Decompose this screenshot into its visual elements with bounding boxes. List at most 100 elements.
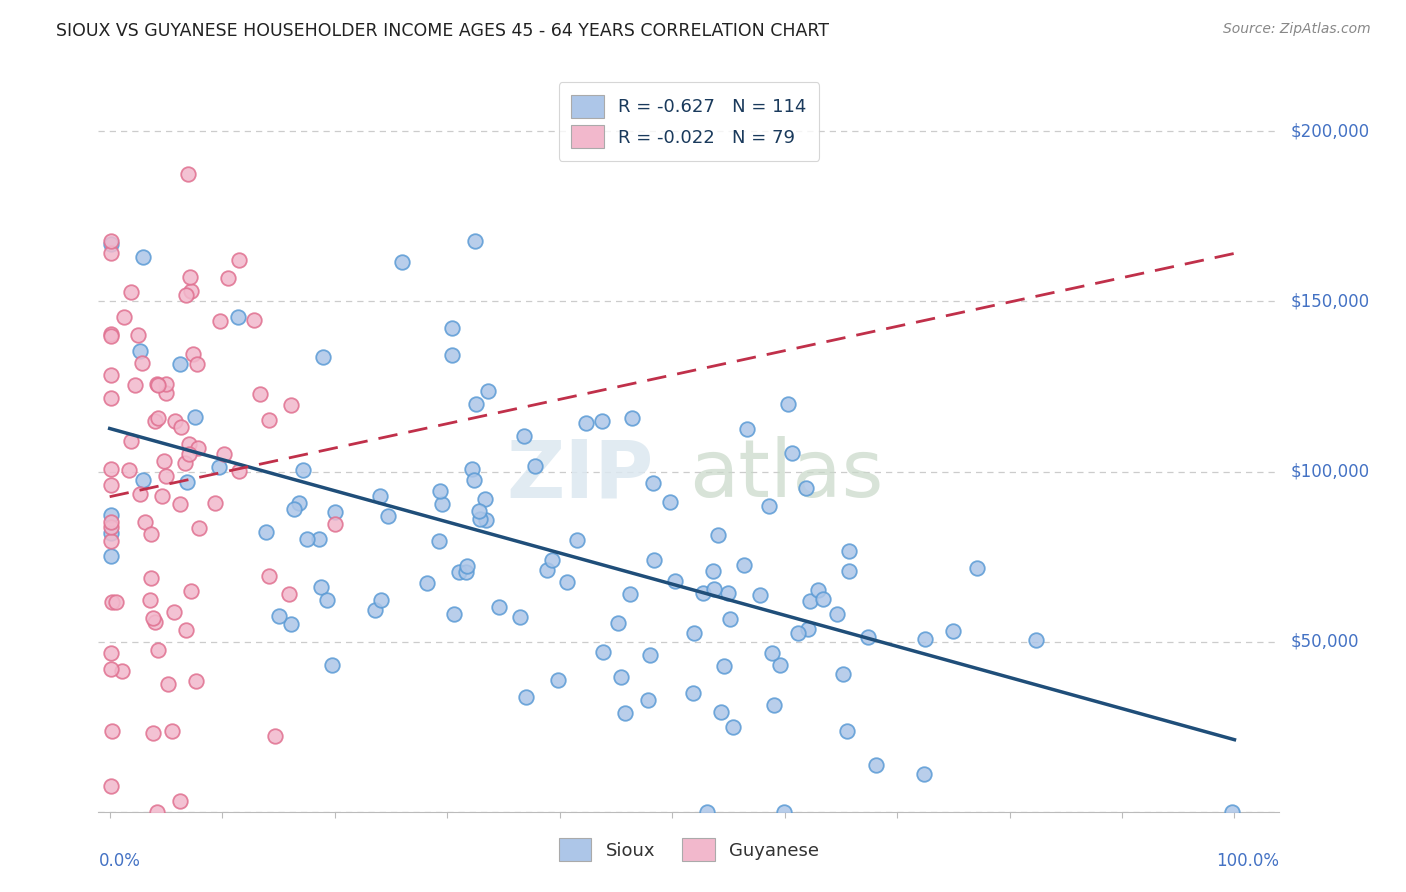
Point: [456, 565, 478, 579]
Point: [610, 670, 633, 684]
Point: [139, 526, 162, 541]
Point: [692, 585, 714, 599]
Point: [309, 580, 332, 594]
Point: [312, 351, 335, 365]
Point: [912, 767, 935, 781]
Point: [463, 473, 485, 487]
Text: atlas: atlas: [689, 436, 883, 515]
Point: [208, 459, 231, 474]
Point: [710, 705, 733, 719]
Point: [865, 758, 887, 772]
Point: [475, 513, 498, 527]
Point: [465, 396, 488, 410]
Point: [835, 724, 858, 739]
Point: [316, 592, 339, 607]
Point: [780, 446, 803, 460]
Point: [155, 377, 177, 392]
Point: [100, 515, 122, 529]
Point: [429, 484, 451, 499]
Point: [212, 447, 235, 461]
Point: [942, 624, 965, 638]
Point: [797, 622, 820, 636]
Point: [415, 576, 437, 591]
Point: [762, 698, 785, 713]
Point: [509, 609, 531, 624]
Point: [474, 491, 496, 506]
Point: [155, 386, 177, 401]
Legend: Sioux, Guyanese: Sioux, Guyanese: [551, 830, 827, 869]
Point: [440, 320, 463, 334]
Point: [547, 673, 569, 687]
Point: [370, 592, 392, 607]
Point: [100, 478, 122, 492]
Point: [169, 357, 191, 371]
Point: [117, 463, 139, 477]
Point: [364, 603, 387, 617]
Point: [477, 384, 499, 398]
Point: [263, 729, 285, 743]
Point: [176, 475, 198, 489]
Point: [184, 673, 207, 688]
Point: [718, 612, 741, 626]
Point: [461, 462, 484, 476]
Point: [323, 517, 346, 532]
Point: [1025, 632, 1047, 647]
Point: [321, 658, 343, 673]
Point: [488, 600, 510, 615]
Point: [101, 723, 124, 738]
Point: [283, 502, 305, 516]
Point: [100, 235, 122, 249]
Point: [100, 246, 122, 260]
Point: [146, 410, 169, 425]
Point: [100, 391, 122, 405]
Point: [169, 794, 191, 808]
Point: [145, 805, 167, 819]
Point: [703, 582, 725, 597]
Point: [470, 512, 492, 526]
Point: [100, 525, 122, 540]
Point: [773, 805, 796, 819]
Text: SIOUX VS GUYANESE HOUSEHOLDER INCOME AGES 45 - 64 YEARS CORRELATION CHART: SIOUX VS GUYANESE HOUSEHOLDER INCOME AGE…: [56, 22, 830, 40]
Point: [614, 706, 637, 720]
Point: [443, 607, 465, 621]
Point: [100, 534, 122, 549]
Point: [441, 348, 464, 362]
Point: [131, 473, 153, 487]
Point: [176, 623, 198, 637]
Point: [664, 574, 686, 588]
Point: [721, 720, 744, 734]
Point: [142, 611, 165, 625]
Point: [856, 631, 879, 645]
Point: [643, 552, 665, 566]
Point: [180, 284, 202, 298]
Point: [180, 584, 202, 599]
Point: [127, 328, 149, 343]
Point: [153, 453, 176, 467]
Point: [101, 595, 124, 609]
Point: [243, 313, 266, 327]
Point: [209, 314, 232, 328]
Point: [226, 310, 249, 324]
Point: [100, 461, 122, 475]
Point: [811, 591, 834, 606]
Point: [464, 235, 486, 249]
Point: [513, 429, 536, 443]
Point: [179, 270, 201, 285]
Point: [807, 583, 830, 598]
Text: 100.0%: 100.0%: [1216, 852, 1279, 870]
Point: [120, 285, 142, 300]
Point: [150, 489, 173, 503]
Point: [134, 515, 156, 529]
Point: [541, 553, 564, 567]
Point: [146, 642, 169, 657]
Point: [749, 588, 772, 602]
Point: [391, 254, 413, 268]
Point: [427, 534, 450, 549]
Point: [100, 646, 122, 660]
Point: [524, 459, 547, 474]
Point: [129, 486, 152, 500]
Point: [176, 287, 198, 301]
Point: [280, 398, 302, 412]
Point: [761, 646, 783, 660]
Point: [269, 609, 291, 624]
